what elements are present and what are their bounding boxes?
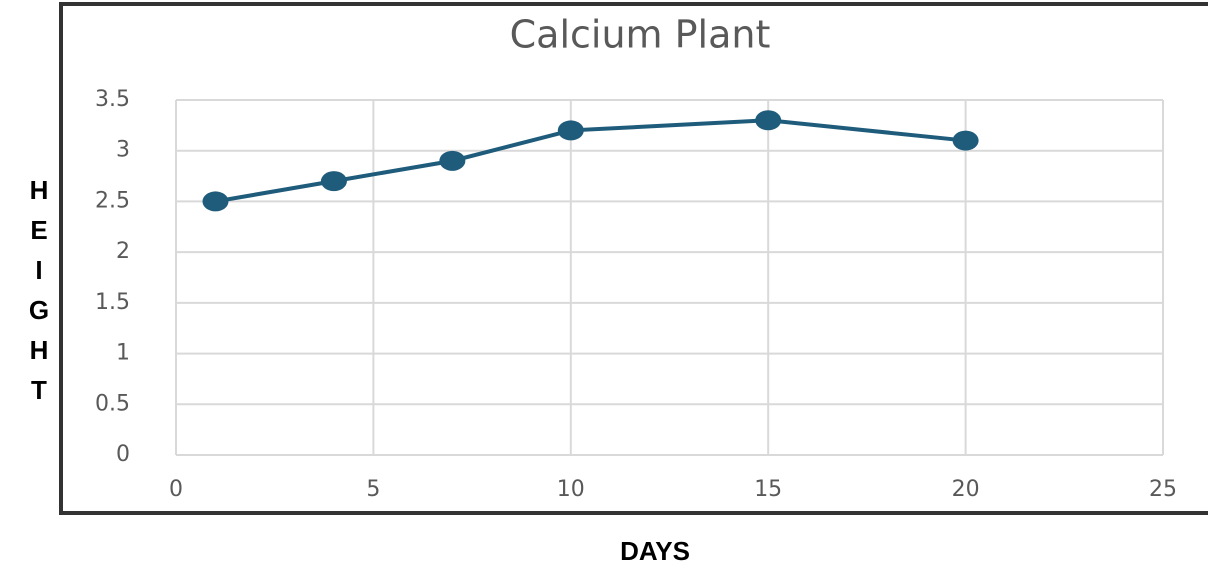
x-tick-label: 15 xyxy=(754,477,782,502)
x-tick-label: 25 xyxy=(1149,477,1177,502)
x-axis-label: DAYS xyxy=(620,536,690,566)
y-tick-label: 2.5 xyxy=(95,188,130,213)
y-axis-label: HEIGHT xyxy=(28,175,50,405)
x-tick-label: 5 xyxy=(366,477,380,502)
y-tick-label: 3.5 xyxy=(95,87,130,112)
y-tick-label: 1.5 xyxy=(95,290,130,315)
x-tick-label: 10 xyxy=(557,477,585,502)
x-tick-label: 20 xyxy=(952,477,980,502)
data-point xyxy=(755,110,782,131)
y-tick-label: 0 xyxy=(116,442,130,467)
y-tick-label: 1 xyxy=(116,341,130,366)
y-tick-label: 3 xyxy=(116,138,130,163)
data-point xyxy=(557,120,584,141)
x-tick-label: 0 xyxy=(169,477,183,502)
y-tick-label: 0.5 xyxy=(95,391,130,416)
chart-frame xyxy=(59,2,1208,515)
chart-title: Calcium Plant xyxy=(510,13,771,57)
data-point xyxy=(320,171,347,192)
y-tick-label: 2 xyxy=(116,239,130,264)
data-point xyxy=(952,130,979,151)
data-point xyxy=(439,150,466,171)
data-line xyxy=(215,118,966,204)
data-point xyxy=(202,191,229,212)
